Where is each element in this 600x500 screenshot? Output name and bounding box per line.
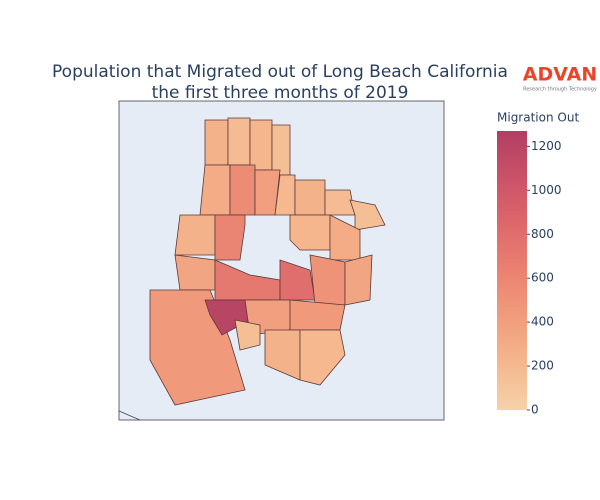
region xyxy=(344,254,373,306)
chart-title: Population that Migrated out of Long Bea… xyxy=(52,62,508,82)
region xyxy=(204,119,229,166)
colorbar-tick-label: 1200 xyxy=(531,139,562,153)
region xyxy=(174,254,216,291)
colorbar-title: Migration Out xyxy=(497,111,579,125)
region xyxy=(289,299,346,331)
colorbar-tick-label: 1000 xyxy=(531,183,562,197)
region xyxy=(234,319,261,351)
region xyxy=(289,214,331,251)
colorbar-ticks: 0 200 400 600 800 1000 1200 xyxy=(527,139,562,417)
region xyxy=(229,164,256,216)
region xyxy=(309,254,346,306)
region xyxy=(227,117,251,166)
region xyxy=(349,199,386,231)
region xyxy=(249,119,273,171)
colorbar-tick-label: 200 xyxy=(531,359,554,373)
region xyxy=(199,164,231,216)
colorbar-tick-label: 800 xyxy=(531,227,554,241)
region xyxy=(174,214,216,256)
colorbar xyxy=(497,131,527,410)
chart-subtitle: the first three months of 2019 xyxy=(152,83,409,103)
regions xyxy=(149,117,386,406)
region xyxy=(299,329,346,386)
region xyxy=(294,179,326,216)
region xyxy=(214,214,246,261)
logo-tagline: Research through Technology xyxy=(523,87,597,93)
colorbar-tick-label: 0 xyxy=(531,403,539,417)
colorbar-tick-label: 600 xyxy=(531,271,554,285)
map-edge xyxy=(118,410,141,421)
colorbar-tick-label: 400 xyxy=(531,315,554,329)
logo-name: ADVAN xyxy=(523,64,598,86)
region xyxy=(271,124,291,176)
